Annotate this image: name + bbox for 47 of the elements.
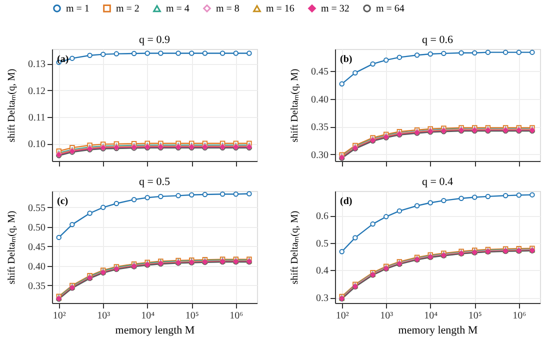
chart-title: q = 0.9: [139, 34, 170, 46]
chart-title: q = 0.6: [422, 34, 454, 46]
x-tick-label: 10⁵: [468, 310, 482, 322]
x-tick-label: 10⁴: [141, 310, 156, 322]
y-tick-label: 0.30: [311, 150, 328, 161]
x-tick-label: 10³: [380, 310, 394, 322]
y-tick-label: 0.6: [316, 211, 328, 222]
x-axis-title: memory length M: [398, 324, 478, 336]
y-axis-title: shift Deltaₘ(q, M): [290, 210, 300, 284]
chart-title: q = 0.5: [139, 176, 170, 188]
legend-label: m = 32: [321, 3, 350, 14]
y-tick-label: 0.4: [316, 266, 328, 277]
x-tick-label: 10⁴: [424, 310, 438, 322]
y-tick-label: 0.40: [28, 261, 46, 272]
x-tick-label: 10³: [97, 310, 110, 322]
annotation: (b): [340, 54, 352, 65]
y-axis-title: shift Deltaₘ(q, M): [290, 68, 300, 142]
y-tick-label: 0.10: [28, 139, 46, 150]
y-axis-title: shift Deltaₘ(q, M): [6, 210, 18, 284]
y-tick-label: 0.35: [28, 280, 46, 292]
annotation: (c): [57, 196, 68, 207]
x-tick-label: 10⁵: [185, 310, 199, 322]
y-tick-label: 0.12: [28, 86, 46, 97]
legend-label: m = 4: [166, 4, 190, 15]
x-tick-label: 10⁶: [512, 310, 527, 322]
y-tick-label: 0.50: [28, 222, 46, 234]
y-tick-label: 0.13: [28, 59, 46, 70]
y-tick-label: 0.3: [316, 293, 328, 304]
annotation: (d): [340, 196, 352, 207]
y-axis-title: shift Deltaₘ(q, M): [6, 68, 18, 142]
y-tick-label: 0.45: [311, 66, 328, 78]
legend-label: m = 2: [116, 3, 140, 14]
legend-label: m = 64: [376, 3, 404, 14]
x-tick-label: 10⁶: [230, 310, 244, 322]
y-tick-label: 0.45: [28, 242, 46, 253]
x-tick-label: 10²: [52, 310, 66, 322]
y-tick-label: 0.11: [28, 112, 46, 124]
legend-label: m = 16: [266, 4, 294, 15]
legend-label: m = 1: [66, 3, 90, 14]
legend-label: m = 8: [216, 3, 240, 14]
x-axis-title: memory length M: [115, 324, 195, 336]
y-tick-label: 0.35: [311, 122, 328, 134]
y-tick-label: 0.55: [28, 202, 46, 214]
y-tick-label: 0.40: [311, 94, 328, 106]
x-tick-label: 10²: [336, 310, 349, 322]
y-tick-label: 0.5: [316, 238, 328, 250]
chart-title: q = 0.4: [422, 176, 454, 188]
